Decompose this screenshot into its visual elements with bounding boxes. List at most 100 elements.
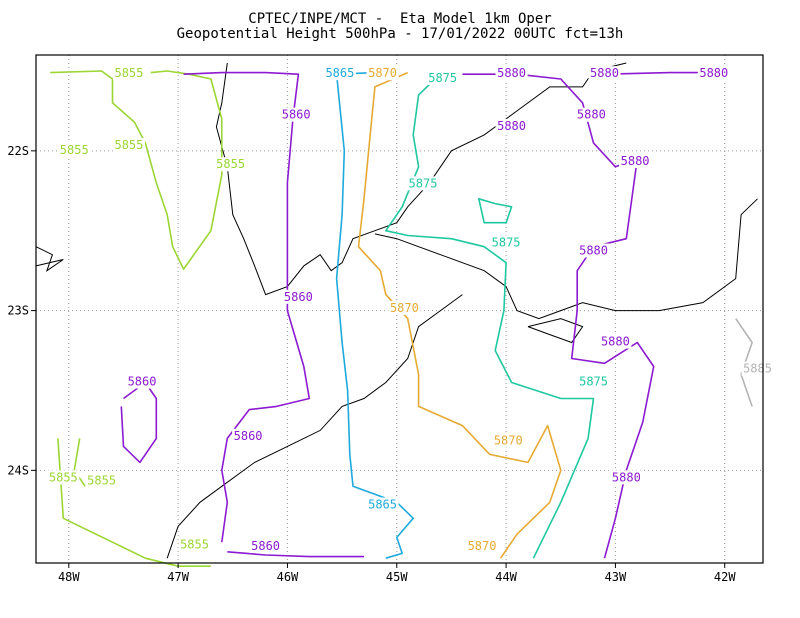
contour-label-5860: 5860 xyxy=(284,290,313,304)
contour-label-5880: 5880 xyxy=(497,66,526,80)
contour-label-5860: 5860 xyxy=(128,374,157,388)
contour-label-5880: 5880 xyxy=(621,154,650,168)
contour-labels: 5855 5855 5855 5855 5855 5855 5855 5860 5860 5860… xyxy=(47,66,774,554)
contour-label-5880: 5880 xyxy=(590,66,619,80)
contour-label-5855: 5855 xyxy=(87,474,116,488)
x-tick-label: 45W xyxy=(386,570,408,584)
contour-label-background xyxy=(112,138,145,153)
contour-line-5865 xyxy=(335,71,414,559)
contour-label-5880: 5880 xyxy=(612,470,641,484)
contour-label-5860: 5860 xyxy=(282,108,311,122)
x-tick-label: 42W xyxy=(714,570,736,584)
coastline-segment xyxy=(166,294,463,559)
coastline-segment xyxy=(215,62,627,296)
contour-label-background xyxy=(577,374,610,389)
y-tick-label: 24S xyxy=(7,463,29,477)
coastline xyxy=(35,62,758,559)
contour-label-background xyxy=(495,118,528,133)
contour-label-background xyxy=(366,66,399,81)
chart-subtitle: Geopotential Height 500hPa - 17/01/2022 … xyxy=(176,26,624,42)
contour-label-background xyxy=(575,107,608,122)
plot-frame xyxy=(35,54,764,564)
contour-label-5865: 5865 xyxy=(368,497,397,511)
contour-label-5870: 5870 xyxy=(390,301,419,315)
contour-label-background xyxy=(426,70,459,85)
x-tick-label: 46W xyxy=(277,570,299,584)
contour-label-background xyxy=(610,470,643,485)
contour-label-background xyxy=(214,157,247,172)
contour-label-5875: 5875 xyxy=(409,176,438,190)
contour-label-background xyxy=(249,539,282,554)
contour-label-5855: 5855 xyxy=(49,470,78,484)
contour-label-background xyxy=(577,243,610,258)
contour-label-5855: 5855 xyxy=(180,537,209,551)
x-tick-label: 47W xyxy=(167,570,189,584)
coastline-segment xyxy=(527,318,584,344)
contour-label-background xyxy=(492,433,525,448)
contour-label-5875: 5875 xyxy=(428,71,457,85)
gridlines xyxy=(36,55,763,563)
chart-title: CPTEC/INPE/MCT - Eta Model 1km Oper xyxy=(248,11,552,27)
x-tick-label: 48W xyxy=(58,570,80,584)
y-tick-label: 22S xyxy=(7,144,29,158)
coastline-segment xyxy=(374,198,758,320)
contour-label-background xyxy=(280,107,313,122)
contour-label-5855: 5855 xyxy=(60,143,89,157)
contour-label-5870: 5870 xyxy=(468,539,497,553)
contour-label-background xyxy=(619,154,652,169)
contour-label-5855: 5855 xyxy=(216,157,245,171)
contour-line-5880 xyxy=(604,71,714,75)
contour-label-background xyxy=(323,66,356,81)
contour-label-5880: 5880 xyxy=(577,108,606,122)
contour-label-5880: 5880 xyxy=(497,119,526,133)
contour-label-background xyxy=(588,66,621,81)
contour-label-background xyxy=(466,539,499,554)
contour-line-5855 xyxy=(50,70,223,270)
y-axis-ticks: 22S 23S 24S xyxy=(7,144,36,477)
contour-line-5860 xyxy=(120,381,158,464)
contour-label-background xyxy=(282,289,315,304)
contour-label-background xyxy=(741,361,774,376)
x-tick-label: 44W xyxy=(495,570,517,584)
contour-line-5870 xyxy=(357,71,562,559)
contour-label-5860: 5860 xyxy=(251,539,280,553)
contour-label-5875: 5875 xyxy=(492,236,521,250)
contour-label-5870: 5870 xyxy=(494,434,523,448)
contour-label-background xyxy=(697,66,730,81)
contour-line-5885 xyxy=(735,318,753,407)
contour-label-5865: 5865 xyxy=(325,66,354,80)
contour-label-background xyxy=(85,473,118,488)
contour-line-5880 xyxy=(462,73,655,559)
contour-label-5880: 5880 xyxy=(601,335,630,349)
contour-label-5860: 5860 xyxy=(234,429,263,443)
contour-label-background xyxy=(407,176,440,191)
contour-label-background xyxy=(126,374,159,389)
x-axis-ticks: 48W 47W 46W 45W 44W 43W 42W xyxy=(58,563,736,584)
contour-line-5875 xyxy=(385,78,595,559)
contour-label-background xyxy=(490,235,523,250)
contour-label-5880: 5880 xyxy=(579,243,608,257)
contour-label-background xyxy=(112,66,145,81)
contour-label-background xyxy=(388,301,421,315)
contour-label-5880: 5880 xyxy=(699,66,728,80)
contour-label-background xyxy=(47,470,80,485)
contour-label-background xyxy=(366,497,399,512)
contour-line-5860 xyxy=(227,551,364,558)
contour-label-5875: 5875 xyxy=(579,374,608,388)
y-tick-label: 23S xyxy=(7,304,29,318)
contour-line-5855 xyxy=(73,438,86,487)
contour-label-background xyxy=(599,334,632,349)
contour-lines xyxy=(50,70,753,567)
contour-label-5855: 5855 xyxy=(114,138,143,152)
x-tick-label: 43W xyxy=(605,570,627,584)
chart-title-block: CPTEC/INPE/MCT - Eta Model 1km Oper Geop… xyxy=(0,12,800,42)
contour-line-5860 xyxy=(183,71,311,543)
contour-label-5885: 5885 xyxy=(743,362,772,376)
contour-label-background xyxy=(232,428,265,443)
contour-label-background xyxy=(58,142,91,157)
coastline-segment xyxy=(35,246,64,272)
contour-label-5870: 5870 xyxy=(368,66,397,80)
contour-label-background xyxy=(178,537,211,552)
contour-line-5875 xyxy=(478,198,513,224)
